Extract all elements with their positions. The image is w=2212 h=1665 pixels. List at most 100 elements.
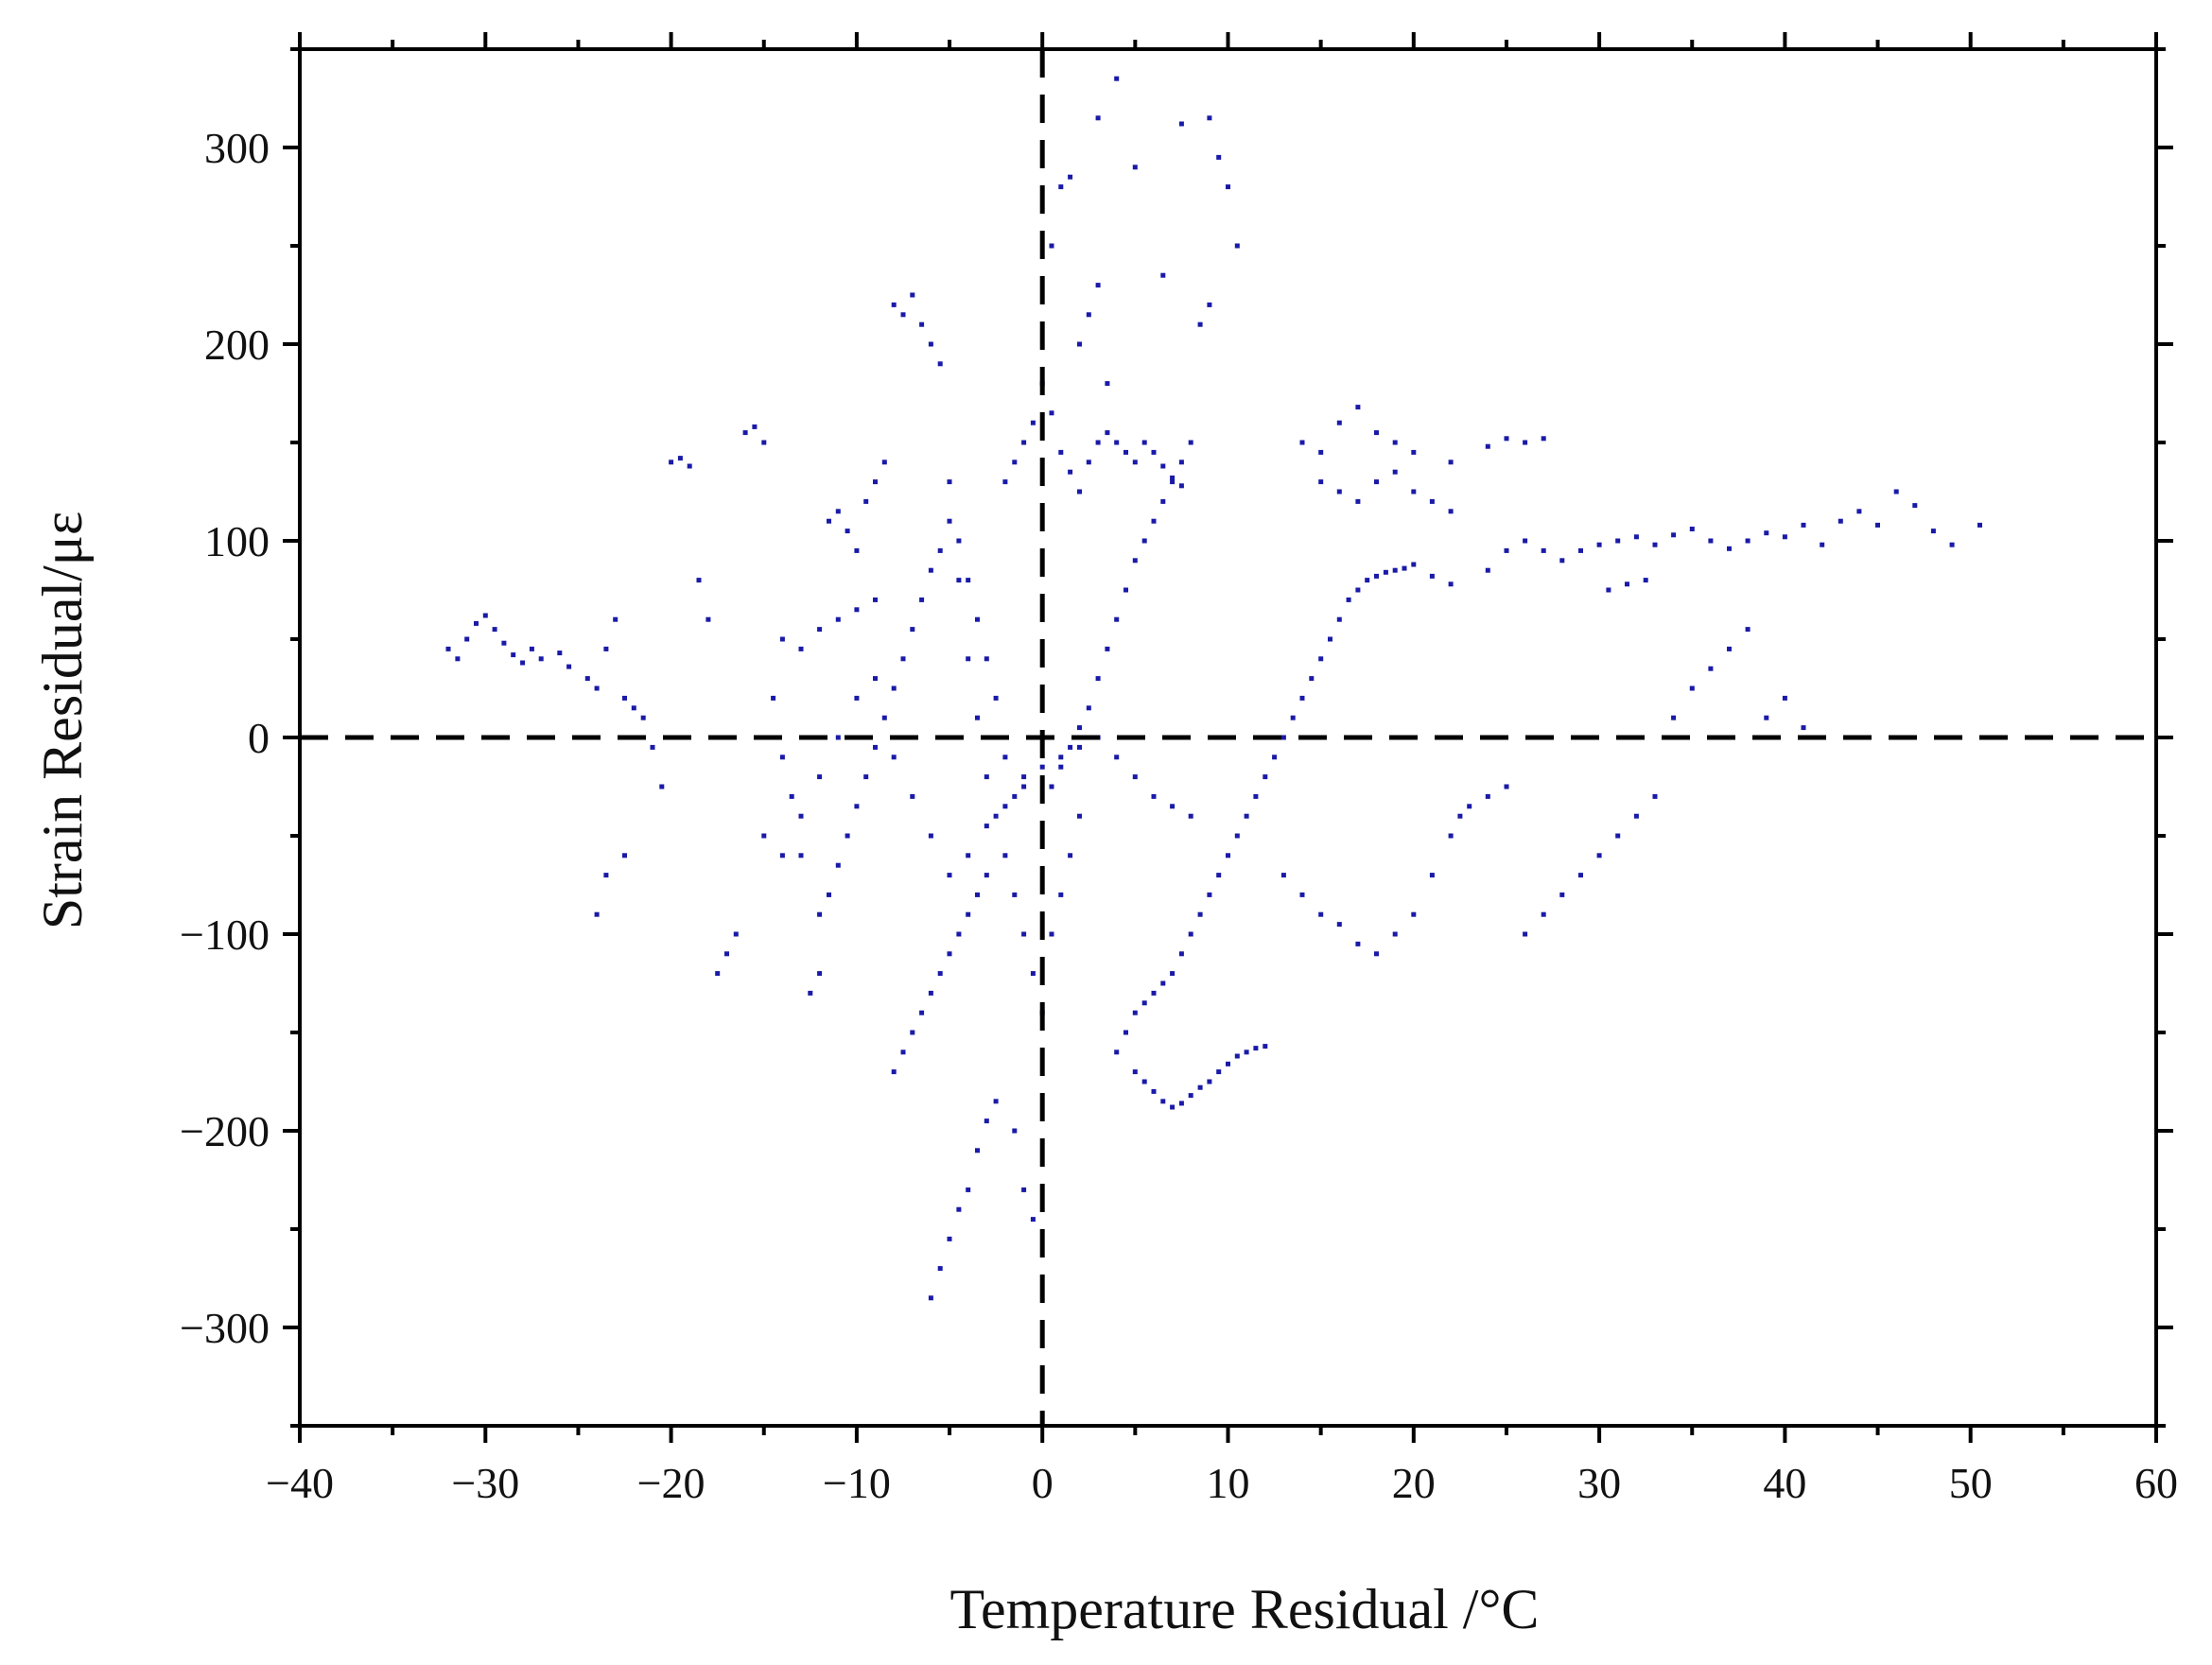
data-point [993, 813, 999, 819]
data-point [1336, 420, 1342, 425]
data-point [1178, 483, 1184, 489]
data-point [1782, 695, 1787, 701]
data-point [1132, 1010, 1138, 1015]
data-point [771, 695, 776, 701]
data-point [1457, 813, 1463, 819]
data-point [817, 971, 823, 977]
data-point [1160, 498, 1166, 504]
data-point [557, 650, 563, 656]
data-point [1068, 174, 1073, 180]
data-point [1448, 581, 1454, 587]
data-point [1141, 538, 1147, 544]
data-point [779, 853, 785, 859]
data-point [1633, 534, 1639, 540]
data-point [724, 951, 729, 957]
data-point [900, 312, 906, 318]
data-point [659, 784, 665, 789]
data-point [966, 911, 971, 917]
y-tick-label: −300 [180, 1304, 270, 1352]
data-point [1559, 558, 1565, 564]
data-point [873, 744, 878, 750]
data-point [1234, 243, 1240, 249]
data-point [1875, 522, 1880, 528]
data-point [1383, 569, 1388, 575]
data-point [1170, 971, 1176, 977]
data-point [464, 636, 470, 642]
data-point [928, 833, 933, 839]
data-point [1336, 489, 1342, 494]
data-point [1095, 676, 1101, 682]
data-point [993, 695, 999, 701]
data-point [1086, 705, 1091, 711]
data-point [501, 640, 507, 646]
data-point [789, 793, 794, 799]
data-point [1141, 440, 1147, 445]
data-point [594, 911, 600, 917]
data-point [1764, 715, 1769, 720]
data-point [947, 518, 952, 524]
x-axis-title: Temperature Residual /°C [950, 1578, 1540, 1640]
data-point [1207, 115, 1212, 121]
data-point [1336, 922, 1342, 928]
data-point [1058, 184, 1064, 190]
data-point [1012, 793, 1018, 799]
y-tick-label: 300 [204, 124, 270, 172]
data-point [1207, 1079, 1212, 1084]
data-point [474, 620, 479, 626]
data-point [1114, 1049, 1120, 1055]
data-point [1068, 744, 1073, 750]
data-point [1178, 1101, 1184, 1106]
x-tick-label: 0 [1032, 1459, 1054, 1507]
data-point [1216, 154, 1222, 160]
data-point [1002, 479, 1008, 485]
data-point [1374, 573, 1379, 579]
data-point [966, 578, 971, 583]
data-point [1207, 302, 1212, 307]
data-point [984, 873, 989, 878]
data-point [947, 479, 952, 485]
data-point [1234, 833, 1240, 839]
data-point [1012, 460, 1018, 465]
data-point [779, 636, 785, 642]
data-point [873, 676, 878, 682]
data-point [1485, 443, 1490, 449]
data-point [538, 656, 544, 662]
data-point [1856, 509, 1862, 514]
data-point [1132, 460, 1138, 465]
data-point [1160, 272, 1166, 278]
data-point [1114, 616, 1120, 622]
data-point [1244, 813, 1249, 819]
data-point [891, 685, 897, 691]
data-point [835, 509, 841, 514]
data-point [1392, 567, 1398, 573]
data-point [873, 597, 878, 602]
data-point [984, 656, 989, 662]
data-point [1392, 931, 1398, 937]
data-point [1058, 449, 1064, 455]
data-point [1178, 121, 1184, 127]
data-point [1086, 312, 1091, 318]
data-point [1021, 931, 1027, 937]
data-point [919, 1010, 925, 1015]
data-point [1105, 646, 1110, 651]
data-point [445, 646, 451, 651]
data-point [1615, 538, 1621, 544]
data-point [817, 911, 823, 917]
data-point [873, 479, 878, 485]
data-point [1801, 725, 1806, 731]
data-point [975, 1148, 980, 1153]
data-point [520, 660, 526, 666]
data-point [1429, 498, 1435, 504]
data-point [1207, 892, 1212, 897]
data-point [1606, 587, 1611, 593]
data-point [631, 705, 636, 711]
data-point [900, 1049, 906, 1055]
data-point [1151, 518, 1157, 524]
data-point [1021, 1187, 1027, 1192]
data-point [1021, 784, 1027, 789]
data-point [1012, 1128, 1018, 1134]
data-point [1021, 440, 1027, 445]
data-point [937, 971, 943, 977]
data-point [1132, 558, 1138, 564]
data-point [956, 1206, 962, 1212]
